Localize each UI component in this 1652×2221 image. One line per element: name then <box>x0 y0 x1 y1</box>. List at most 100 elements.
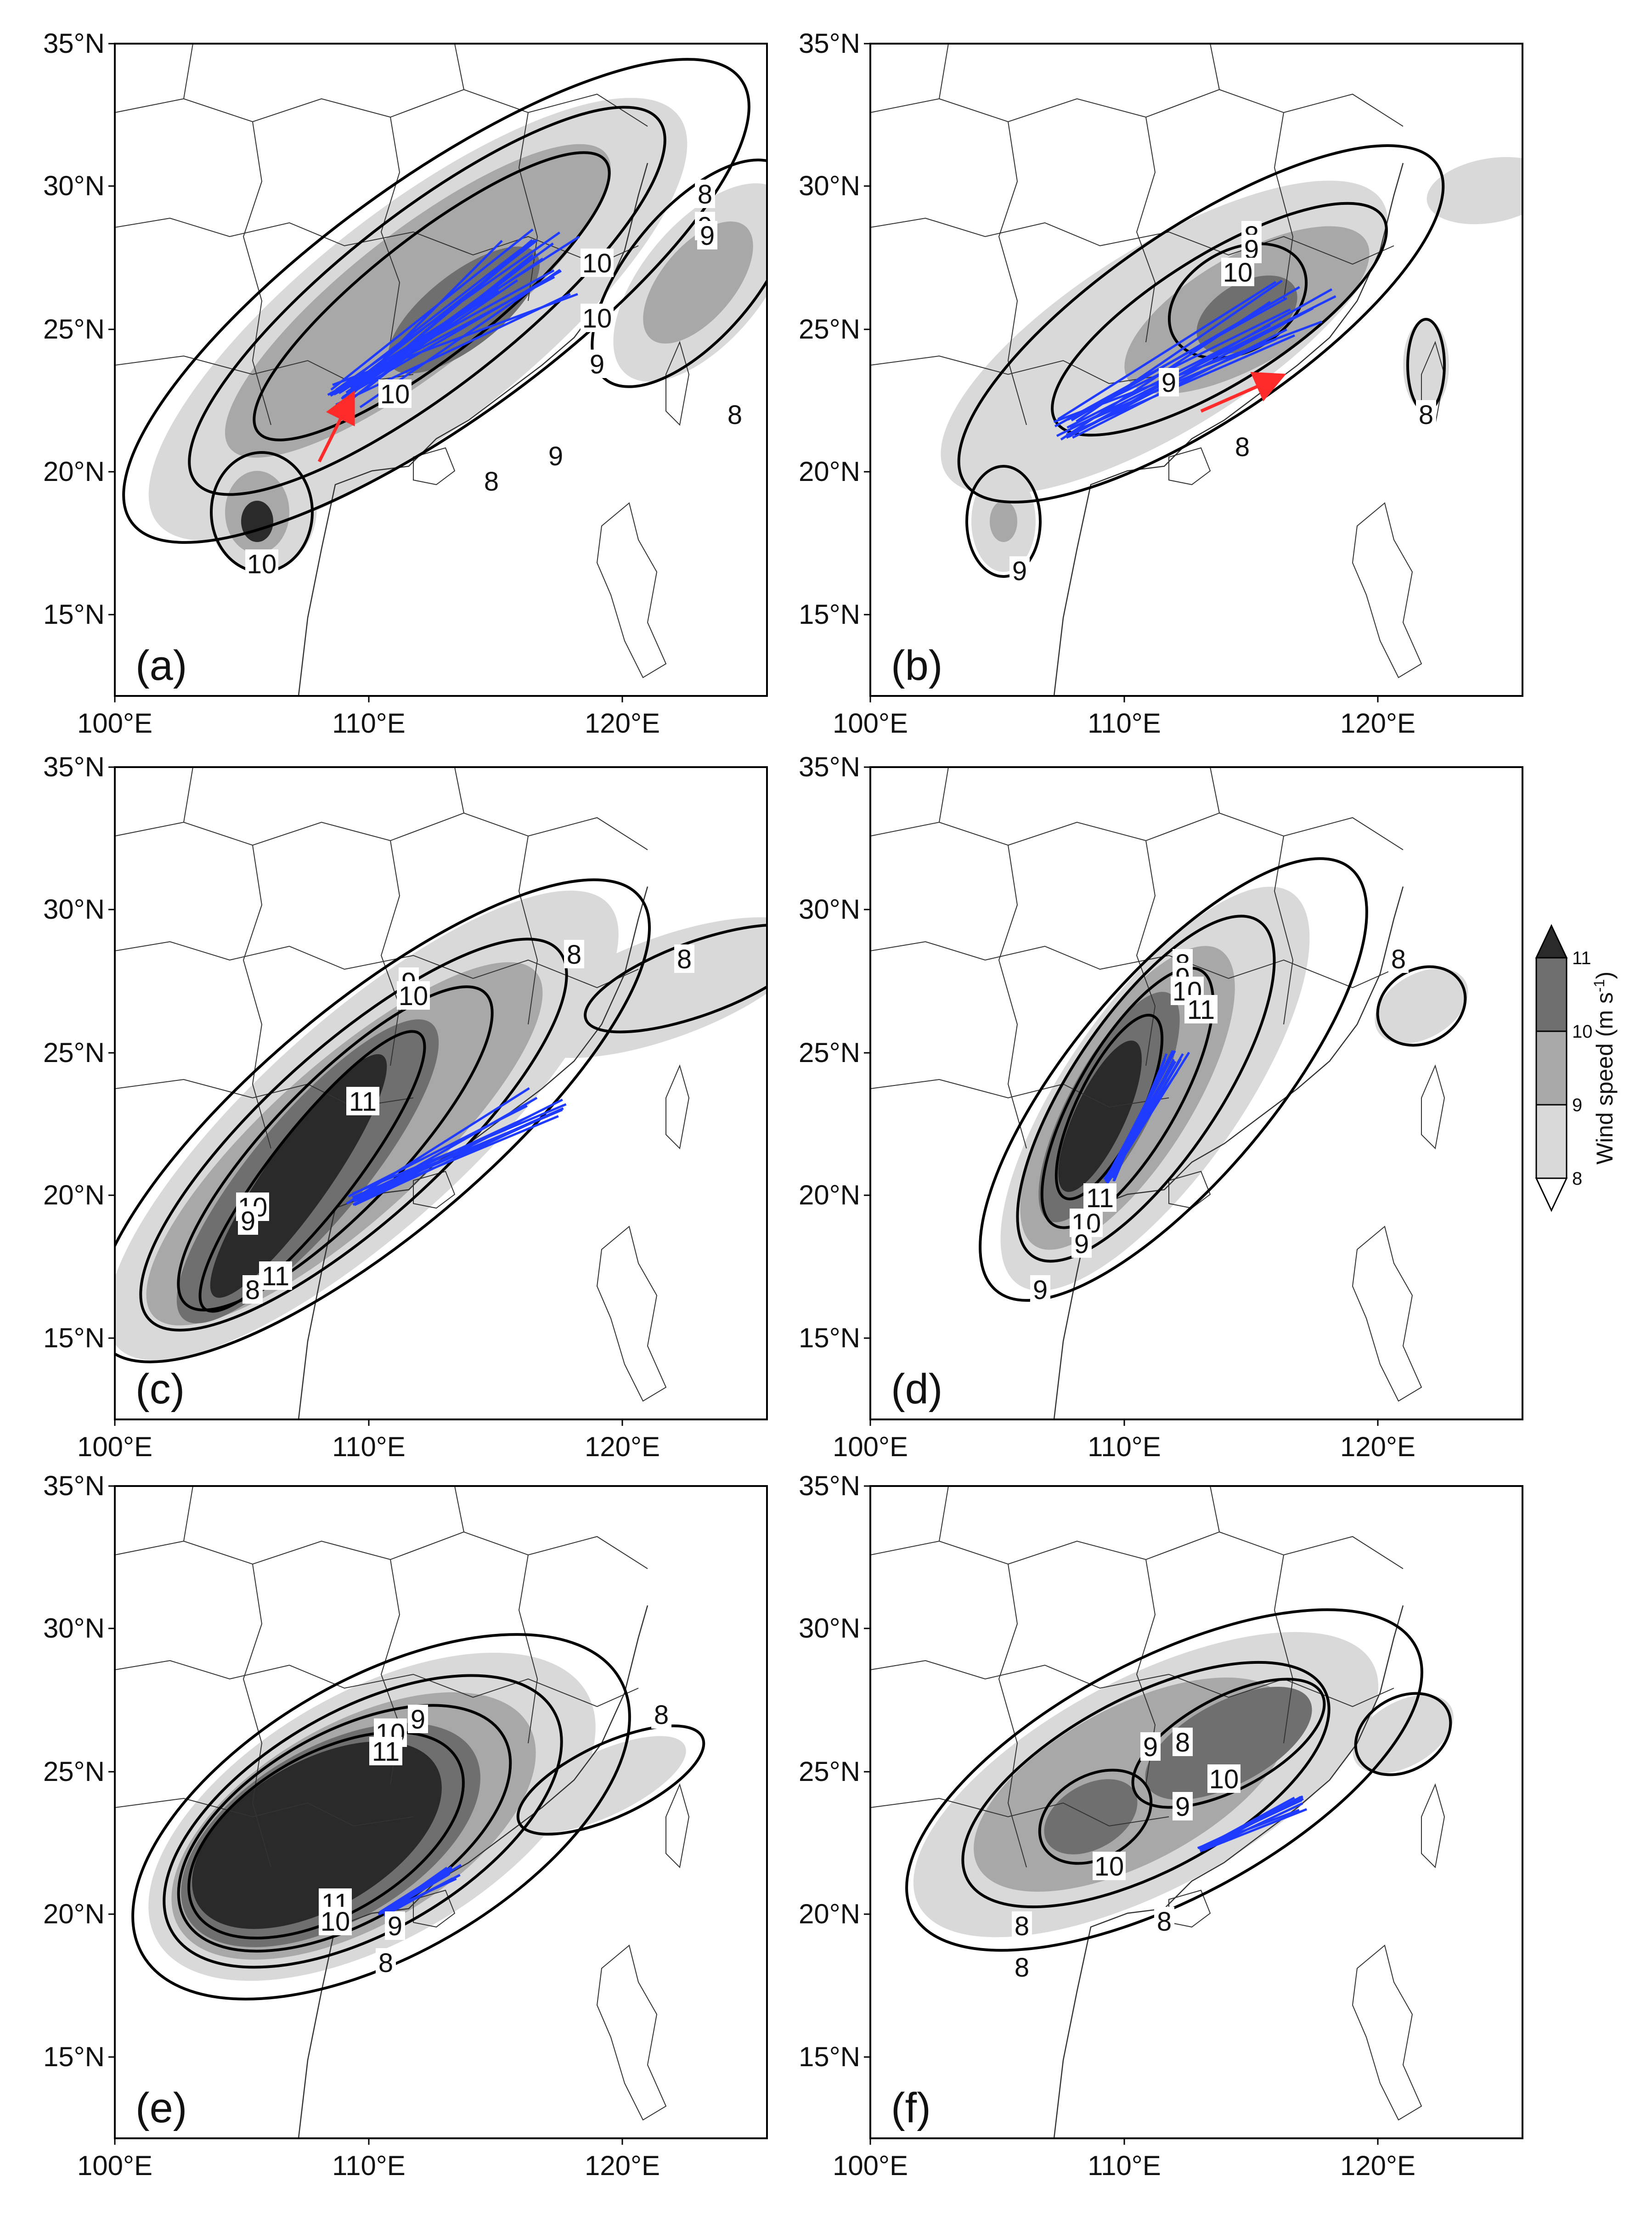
contour-label: 11 <box>259 1261 292 1291</box>
lon-tick-label: 120°E <box>1340 1431 1415 1462</box>
boundary-line <box>115 217 639 265</box>
trajectory-line <box>1198 1797 1304 1850</box>
contour-label: 8 <box>564 940 584 970</box>
colorbar-segment <box>1535 1104 1567 1179</box>
trajectory-lines <box>378 1864 462 1917</box>
colorbar-tick-label: 11 <box>1572 948 1591 968</box>
coastline <box>298 1605 648 2138</box>
contour-line <box>1354 1692 1452 1776</box>
shading-band <box>1375 968 1468 1044</box>
lat-tick-label: 25°N <box>43 1037 105 1068</box>
contour-label-text: 8 <box>1157 1907 1172 1937</box>
contour-label-text: 8 <box>698 180 712 209</box>
trajectory-line <box>341 254 534 408</box>
panel-label: (d) <box>891 1366 942 1413</box>
trajectory-line <box>383 1874 461 1915</box>
lat-tick-label: 30°N <box>799 894 860 925</box>
contour-line <box>965 465 1042 578</box>
shading-band <box>1403 319 1449 411</box>
contour-label-text: 8 <box>1015 1953 1029 1983</box>
contour-label: 8 <box>695 180 715 209</box>
shading-band <box>1058 1040 1142 1192</box>
contour-label: 9 <box>1173 1792 1193 1822</box>
boundary-line <box>939 1486 949 1542</box>
panel-label: (b) <box>891 642 942 689</box>
colorbar: 11 10 9 8 Wind speed (m s-1) <box>1535 924 1618 1212</box>
island-outline <box>665 1064 690 1150</box>
lat-tick-label: 35°N <box>43 1470 105 1501</box>
lon-tick-label: 120°E <box>585 1431 660 1462</box>
trajectory-line <box>1107 1051 1190 1182</box>
contour-label-text: 9 <box>1175 1792 1190 1822</box>
contour-label: 10 <box>319 1907 352 1937</box>
contour-label: 9 <box>1071 1229 1092 1259</box>
trajectory-line <box>1066 334 1296 436</box>
contour-label: 8 <box>651 1700 671 1730</box>
map-frame <box>114 1485 768 2139</box>
contour-label: 9 <box>385 1911 405 1941</box>
lon-tick-label: 120°E <box>1340 708 1415 739</box>
contour-label: 10 <box>245 549 278 579</box>
contour-label-text: 9 <box>548 441 563 471</box>
contour-label: 11 <box>369 1737 402 1767</box>
wind-speed-contours <box>905 1608 1452 1952</box>
lon-tick-label: 100°E <box>77 2150 152 2181</box>
contour-label-text: 8 <box>567 940 581 970</box>
lat-tick-label: 25°N <box>43 314 105 345</box>
lat-tick-label: 15°N <box>799 599 860 630</box>
trajectory-line <box>345 248 522 385</box>
contour-label-text: 8 <box>245 1275 260 1305</box>
boundary-line <box>870 941 1394 989</box>
contour-label-text: 9 <box>388 1911 402 1941</box>
map-panel-d: 8910111110989100°E110°E120°E35°N30°N25°N… <box>799 752 1523 1462</box>
island-outline <box>1352 1226 1422 1402</box>
contour-line <box>957 144 1445 503</box>
contour-label: 8 <box>725 400 745 430</box>
boundary-line <box>870 217 1394 265</box>
lon-tick-label: 100°E <box>77 708 152 739</box>
boundary-line <box>939 44 949 99</box>
colorbar-extend-top <box>1535 924 1568 959</box>
trajectory-line <box>333 276 555 396</box>
shading-band <box>241 501 273 542</box>
contour-label-text: 10 <box>321 1907 350 1937</box>
trajectory-lines <box>1197 1795 1308 1853</box>
contour-label: 9 <box>1030 1275 1050 1305</box>
boundary-line <box>998 121 1027 425</box>
boundary-line <box>454 767 464 814</box>
boundary-line <box>454 1486 464 1532</box>
contour-label: 8 <box>1416 400 1436 430</box>
shading-band <box>1145 1686 1312 1800</box>
lat-tick-label: 30°N <box>43 170 105 201</box>
contour-label-text: 10 <box>380 379 410 409</box>
trajectory-line <box>1200 1808 1308 1853</box>
map-panel-b: 89109889100°E110°E120°E35°N30°N25°N20°N1… <box>799 28 1523 739</box>
boundary-line <box>518 112 538 301</box>
contour-label-text: 8 <box>484 467 499 497</box>
lat-tick-label: 15°N <box>799 1322 860 1353</box>
island-outline <box>596 502 667 678</box>
shading-band <box>192 1741 442 1929</box>
contour-line <box>198 1030 426 1313</box>
lat-tick-label: 30°N <box>799 1613 860 1644</box>
boundary-line <box>115 1660 639 1707</box>
boundary-line <box>870 1660 1394 1707</box>
contour-line <box>591 158 767 388</box>
island-outline <box>1168 1170 1211 1209</box>
trajectory-line <box>348 1104 528 1198</box>
contour-label: 10 <box>1207 1764 1240 1794</box>
contour-label-text: 8 <box>1175 1728 1190 1758</box>
contour-label-text: 8 <box>1015 1911 1029 1941</box>
boundary-line <box>998 845 1027 1149</box>
contour-label: 8 <box>1012 1911 1032 1941</box>
contour-label-text: 9 <box>1033 1275 1048 1305</box>
contour-line <box>1016 915 1276 1263</box>
province-boundaries <box>870 767 1404 1149</box>
lon-tick-label: 110°E <box>1088 1431 1161 1462</box>
lon-tick-label: 110°E <box>332 708 406 739</box>
island-outline <box>1352 1944 1422 2121</box>
shading-band <box>643 221 753 344</box>
trajectory-line <box>1068 288 1333 438</box>
contour-line <box>115 878 651 1363</box>
contour-label: 8 <box>1388 944 1409 974</box>
